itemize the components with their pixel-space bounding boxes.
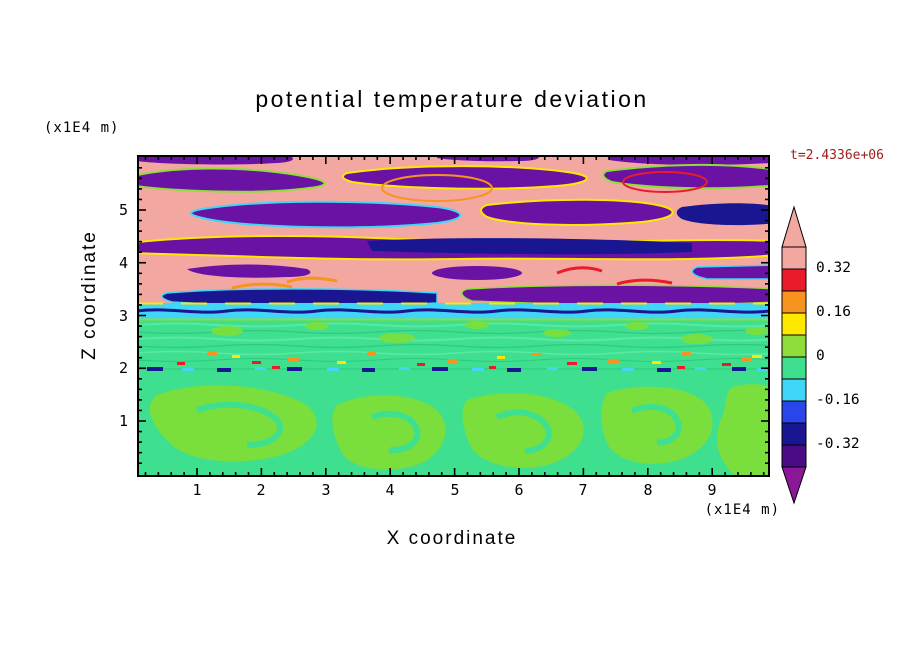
colorbar-segment xyxy=(781,290,807,314)
colorbar-label: -0.16 xyxy=(816,392,860,408)
x-tick-label: 2 xyxy=(256,481,266,499)
z-tick-label: 4 xyxy=(118,254,128,272)
x-tick-label: 4 xyxy=(385,481,395,499)
plot-area xyxy=(137,155,770,477)
x-tick-label: 5 xyxy=(450,481,460,499)
z-tick-label: 5 xyxy=(118,201,128,219)
x-tick-label: 3 xyxy=(321,481,331,499)
colorbar-segment xyxy=(781,312,807,336)
colorbar-segment xyxy=(781,268,807,292)
colorbar-label: 0 xyxy=(816,348,825,364)
time-label: t=2.4336e+06 xyxy=(790,148,884,163)
colorbar-segment xyxy=(781,378,807,402)
colorbar-segment xyxy=(781,356,807,380)
colorbar-segment xyxy=(781,422,807,446)
field-art xyxy=(137,155,770,477)
x-tick-label: 6 xyxy=(514,481,524,499)
colorbar-arrow-top xyxy=(781,205,807,248)
x-tick-label: 9 xyxy=(707,481,717,499)
plot-title: potential temperature deviation xyxy=(255,86,649,112)
colorbar-label: 0.32 xyxy=(816,260,851,276)
colorbar-segment xyxy=(781,444,807,468)
x-axis-title: X coordinate xyxy=(386,528,518,549)
x-tick-label: 1 xyxy=(192,481,202,499)
colorbar-segment xyxy=(781,334,807,358)
plot-frame xyxy=(137,155,770,477)
x-axis-unit-label: (x1E4 m) xyxy=(704,502,780,518)
colorbar-label: -0.32 xyxy=(816,436,860,452)
z-axis-unit-label: (x1E4 m) xyxy=(44,120,120,136)
z-tick-label: 2 xyxy=(118,359,128,377)
colorbar-label: 0.16 xyxy=(816,304,851,320)
z-axis-title: Z coordinate xyxy=(79,230,100,360)
x-tick-label: 7 xyxy=(578,481,588,499)
colorbar-arrow-bottom xyxy=(781,466,807,505)
z-tick-label: 1 xyxy=(118,412,128,430)
colorbar xyxy=(781,205,807,505)
temperature-field xyxy=(137,155,770,477)
colorbar-segment xyxy=(781,246,807,270)
colorbar-segment xyxy=(781,400,807,424)
x-tick-label: 8 xyxy=(643,481,653,499)
z-tick-label: 3 xyxy=(118,307,128,325)
